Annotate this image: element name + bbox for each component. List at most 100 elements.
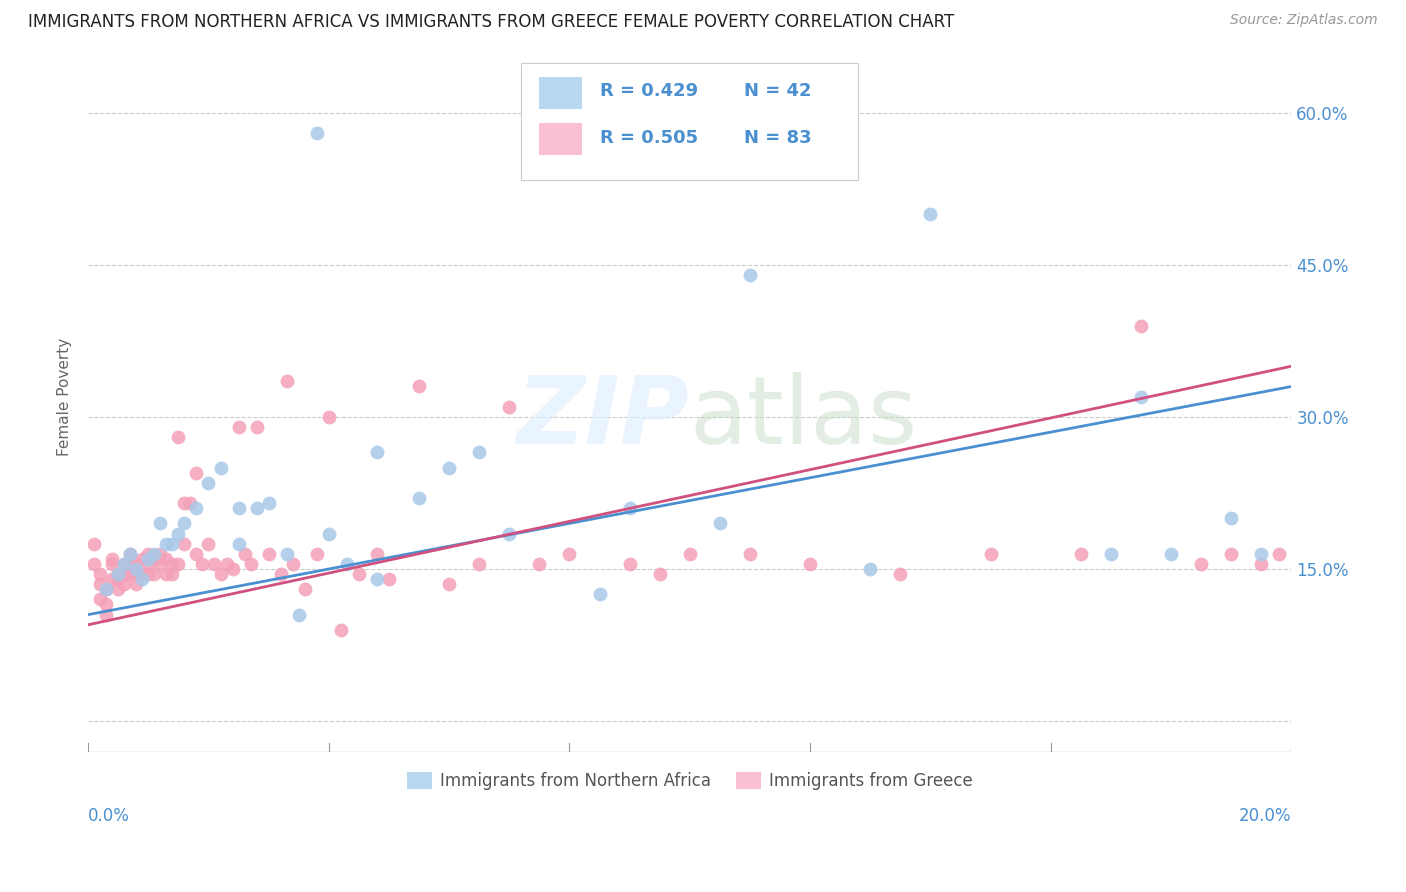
Point [125,577,148,591]
Point [143,552,166,566]
Point [136,547,159,561]
Point [239,557,262,571]
Point [276,547,298,561]
Point [173,496,195,510]
Point [920,207,942,221]
Point [149,547,172,561]
Point [101,572,124,586]
Point [1099,547,1122,561]
Point [408,491,430,505]
Point [204,557,226,571]
Point [1250,547,1272,561]
Point [498,400,520,414]
Point [1220,511,1243,525]
Point [276,375,298,389]
Point [155,536,177,550]
Point [738,547,761,561]
Point [246,420,269,434]
Point [112,567,135,582]
Point [167,430,190,444]
Point [112,577,135,591]
Point [89,577,111,591]
FancyBboxPatch shape [522,63,858,180]
Point [1220,547,1243,561]
Point [709,516,731,531]
Point [191,557,214,571]
Point [588,587,610,601]
Point [366,445,388,459]
Point [408,379,430,393]
Point [281,557,304,571]
Point [96,598,118,612]
Point [96,582,118,597]
Point [294,582,316,597]
Point [136,557,159,571]
Point [107,582,129,597]
Point [336,557,359,571]
Point [120,547,142,561]
Point [437,460,460,475]
Point [173,536,195,550]
Point [366,547,388,561]
Point [619,557,641,571]
Point [143,567,166,582]
Point [83,536,105,550]
Point [209,460,232,475]
Point [215,557,238,571]
Point [96,607,118,622]
Point [529,557,551,571]
Point [155,552,177,566]
Point [980,547,1002,561]
Point [498,526,520,541]
Point [149,557,172,571]
Point [799,557,821,571]
Point [287,607,309,622]
Point [468,445,491,459]
Text: atlas: atlas [690,372,918,464]
Point [1160,547,1182,561]
Point [101,552,124,566]
Point [378,572,401,586]
Point [1189,557,1212,571]
Point [89,592,111,607]
Text: R = 0.505: R = 0.505 [599,128,697,146]
Point [96,582,118,597]
Point [83,557,105,571]
Point [1130,318,1153,333]
Text: N = 83: N = 83 [744,128,811,146]
Point [179,496,201,510]
Y-axis label: Female Poverty: Female Poverty [58,337,72,456]
Point [468,557,491,571]
Point [318,526,340,541]
Point [167,526,190,541]
Point [738,268,761,282]
Point [173,516,195,531]
Point [619,501,641,516]
Point [1070,547,1092,561]
Point [143,547,166,561]
Point [120,547,142,561]
Point [162,567,184,582]
Point [186,466,208,480]
Point [136,567,159,582]
Point [131,552,153,566]
Legend: Immigrants from Northern Africa, Immigrants from Greece: Immigrants from Northern Africa, Immigra… [399,765,980,797]
Point [246,501,269,516]
Point [305,126,328,140]
Text: Source: ZipAtlas.com: Source: ZipAtlas.com [1230,13,1378,28]
Point [101,557,124,571]
Point [329,623,352,637]
Point [648,567,671,582]
Point [136,552,159,566]
Point [162,536,184,550]
Point [257,496,280,510]
Text: 20.0%: 20.0% [1239,807,1292,825]
Point [131,572,153,586]
Point [209,567,232,582]
Bar [540,78,582,109]
Point [889,567,911,582]
Point [558,547,581,561]
Point [107,567,129,582]
Point [1130,390,1153,404]
Point [167,557,190,571]
